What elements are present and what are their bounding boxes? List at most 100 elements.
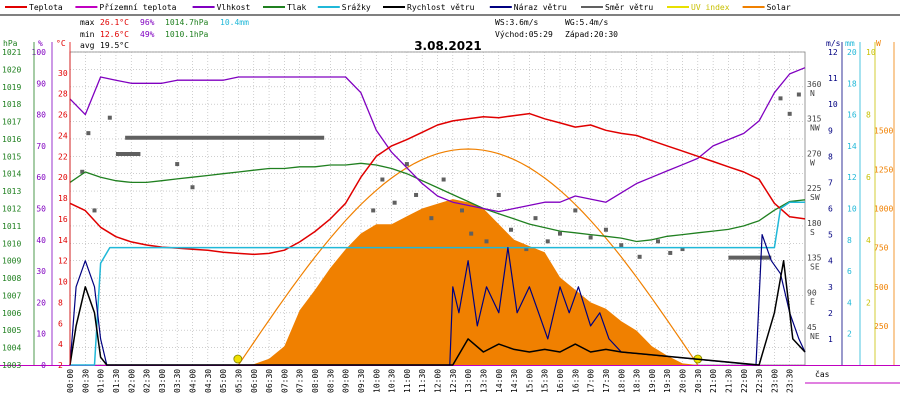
solar-max-curve	[237, 148, 699, 366]
x-tick-label: 08:00	[311, 369, 320, 393]
x-tick-label: 00:30	[81, 369, 90, 393]
x-tick-label: 19:30	[663, 369, 672, 393]
x-tick-label: 23:30	[786, 369, 795, 393]
stat-min-temp: 12.6°C	[100, 30, 129, 39]
y-tick-rain: 10	[847, 205, 857, 214]
x-tick-label: 05:00	[219, 369, 228, 393]
y-tick-wind: 2	[828, 309, 833, 318]
x-tick-label: 19:00	[648, 369, 657, 393]
dir-point	[460, 208, 464, 213]
dir-point	[637, 254, 642, 259]
x-tick-label: 20:00	[679, 369, 688, 393]
dir-point	[524, 247, 529, 252]
stat-min-label: min	[80, 30, 95, 39]
y-tick-humidity: 20	[36, 298, 46, 307]
x-tick-label: 05:30	[234, 369, 243, 393]
y-tick-direction: 270	[807, 149, 822, 158]
dir-point	[414, 192, 419, 197]
y-tick-temp: 8	[58, 298, 63, 307]
x-tick-label: 11:30	[418, 369, 427, 393]
y-tick-rain: 4	[847, 298, 852, 307]
dir-point	[588, 235, 593, 240]
x-tick-label: 04:30	[204, 369, 213, 393]
y-tick-pressure: 1006	[2, 309, 21, 318]
dir-point	[619, 243, 624, 248]
y-tick-humidity: 100	[32, 48, 47, 57]
dir-point	[796, 92, 801, 97]
x-tick-label: 14:00	[495, 369, 504, 393]
x-tick-label: 02:30	[143, 369, 152, 393]
y-tick-temp: 6	[58, 319, 63, 328]
y-tick-pressure: 1008	[2, 274, 21, 283]
dir-point	[107, 115, 112, 120]
x-tick-label: 21:00	[709, 369, 718, 393]
y-tick-pressure: 1007	[2, 291, 21, 300]
series-rain	[70, 201, 805, 366]
y-tick-wind: 9	[828, 126, 833, 135]
y-tick-pressure: 1019	[2, 83, 21, 92]
legend: Teplota Přízemní teplota Vlhkost Tlak Srážky…	[0, 3, 900, 16]
y-tick-wind: 3	[828, 283, 833, 292]
y-tick-temp: 14	[58, 236, 68, 245]
wind-ws: WS:3.6m/s	[495, 18, 539, 27]
y-tick-temp: 16	[58, 215, 68, 224]
y-tick-pressure: 1017	[2, 118, 21, 127]
x-tick-label: 09:00	[342, 369, 351, 393]
y-tick-humidity: 60	[36, 173, 46, 182]
dir-point	[371, 208, 376, 213]
stat-max-hum: 96%	[140, 18, 155, 27]
y-tick-pressure: 1004	[2, 344, 21, 353]
x-tick-label: 10:00	[372, 369, 381, 393]
y-tick-temp: 24	[58, 131, 68, 140]
y-tick-pressure: 1013	[2, 187, 21, 196]
stat-avg-temp: 19.5°C	[100, 41, 129, 50]
x-tick-label: 22:30	[755, 369, 764, 393]
y-tick-wind: 11	[828, 74, 838, 83]
y-tick-pressure: 1009	[2, 257, 21, 266]
dir-point	[603, 227, 608, 232]
x-tick-label: 15:00	[525, 369, 534, 393]
dir-point	[558, 231, 562, 236]
y-tick-temp: 28	[58, 90, 68, 99]
y-tick-solar: 500	[874, 283, 889, 292]
sunrise: Východ:05:29	[495, 30, 553, 39]
dir-point	[496, 192, 501, 197]
y-tick-temp: 4	[58, 340, 63, 349]
sun-marker	[233, 354, 243, 364]
legend-label: Teplota	[29, 3, 63, 12]
x-tick-label: 20:30	[694, 369, 703, 393]
unit-time: čas	[815, 369, 830, 379]
y-tick-humidity: 10	[36, 330, 46, 339]
y-tick-pressure: 1015	[2, 152, 21, 161]
y-tick-humidity: 30	[36, 267, 46, 276]
y-tick-temp: 18	[58, 194, 68, 203]
y-tick-wind: 5	[828, 231, 833, 240]
unit-mm: mm	[845, 39, 855, 48]
series-temperature	[69, 112, 806, 256]
y-tick-direction-name: SE	[810, 263, 820, 272]
y-tick-solar: 250	[874, 322, 889, 331]
x-tick-label: 16:30	[571, 369, 580, 393]
dir-point	[175, 162, 180, 167]
legend-label: Náraz větru	[514, 3, 567, 12]
y-tick-humidity: 90	[36, 79, 46, 88]
dir-point	[80, 169, 85, 174]
dir-point	[429, 216, 434, 221]
y-tick-temp: 30	[58, 69, 68, 78]
y-tick-uv: 10	[866, 48, 876, 57]
dir-point	[404, 162, 409, 167]
y-tick-direction-name: N	[810, 89, 815, 98]
unit-ms: m/s	[826, 39, 841, 48]
y-tick-solar: 750	[874, 244, 889, 253]
dir-point	[668, 250, 673, 255]
y-tick-temp: 26	[58, 111, 68, 120]
y-tick-humidity: 80	[36, 111, 46, 120]
y-tick-humidity: 50	[36, 205, 46, 214]
y-tick-humidity: 70	[36, 142, 46, 151]
x-tick-label: 06:30	[265, 369, 274, 393]
legend-label: UV index	[691, 3, 730, 12]
y-tick-direction: 45	[807, 323, 817, 332]
y-tick-pressure: 1014	[2, 170, 21, 179]
y-tick-pressure: 1011	[2, 222, 21, 231]
unit-hpa: hPa	[3, 39, 18, 48]
